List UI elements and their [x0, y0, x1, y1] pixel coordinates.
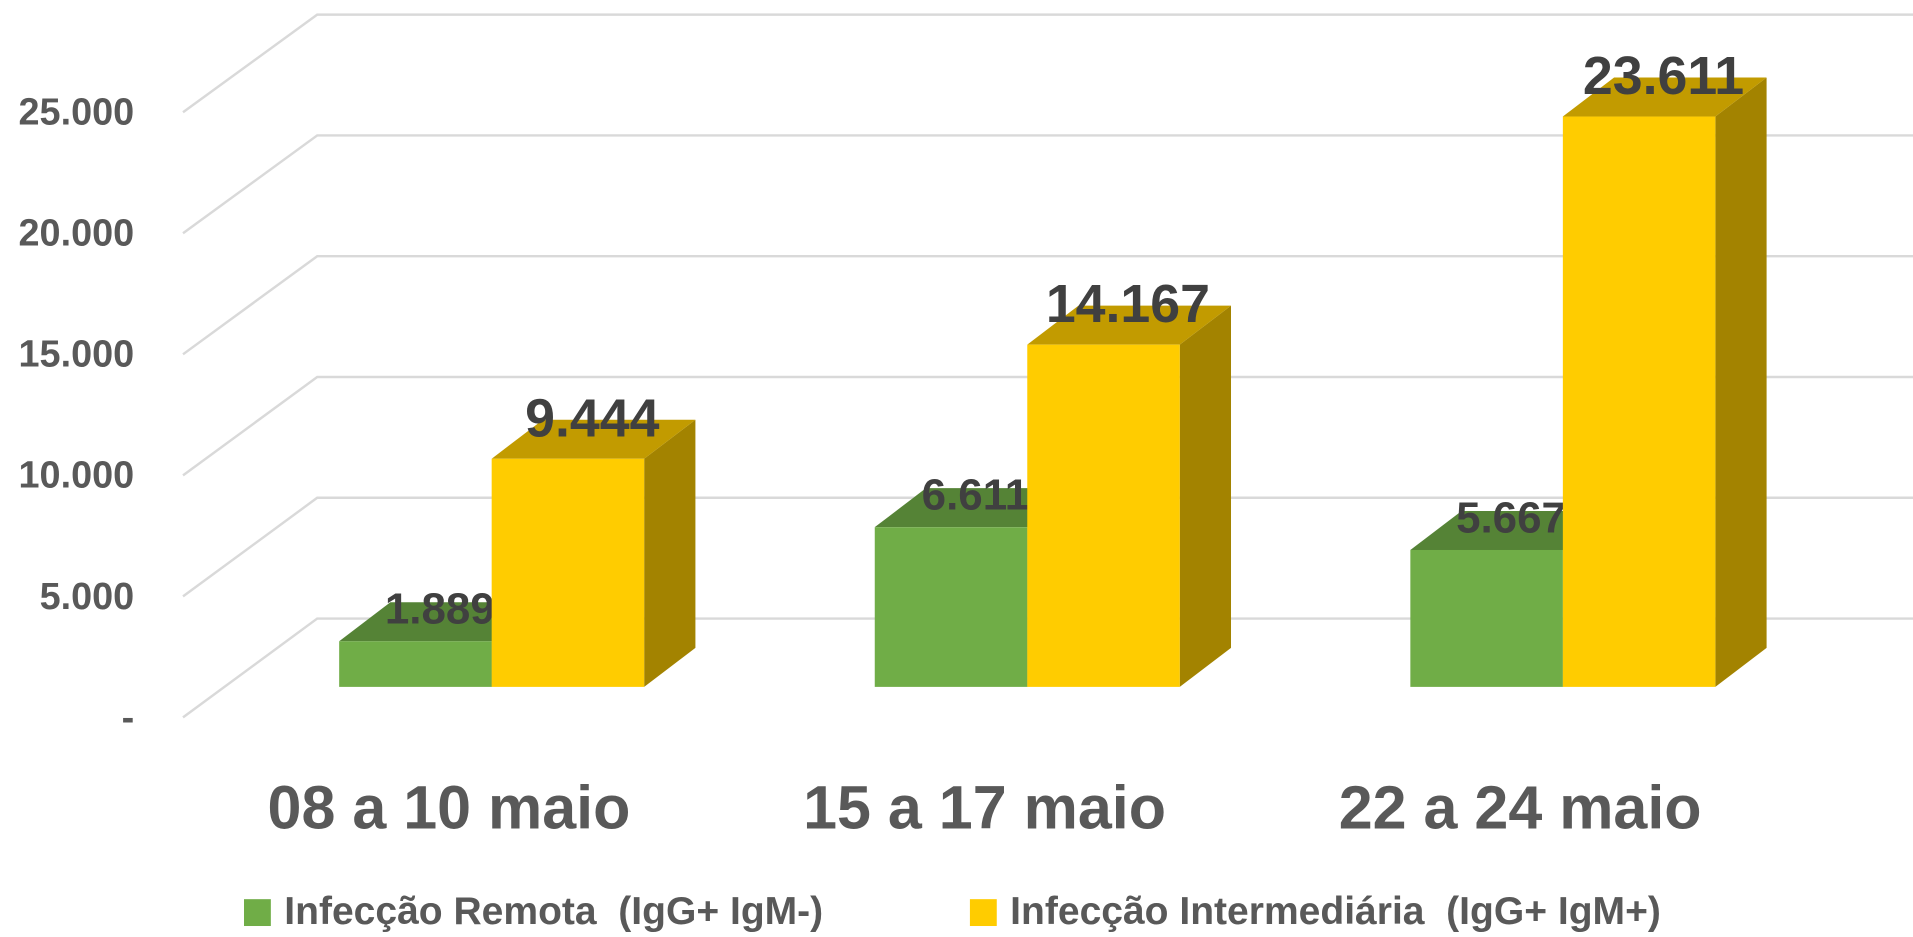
grid-line [182, 134, 1913, 235]
grid-line [182, 13, 1913, 114]
bar [1027, 344, 1180, 687]
bar [491, 458, 645, 687]
legend-label: Infecção Remota (IgG+ IgM-) [284, 890, 823, 933]
y-tick-label: 25.000 [19, 92, 135, 134]
value-label: 23.611 [1583, 46, 1744, 106]
value-label: 1.889 [385, 585, 495, 634]
bar-side [1715, 77, 1767, 687]
grid-line [182, 617, 1913, 719]
x-tick-label: 15 a 17 maio [803, 774, 1166, 842]
value-label: 5.667 [1456, 493, 1566, 542]
grid-line [182, 496, 1913, 598]
x-tick-label: 22 a 24 maio [1339, 774, 1702, 842]
grid-line [182, 254, 1913, 356]
y-tick-label: 10.000 [19, 455, 135, 497]
y-tick-label: 15.000 [19, 334, 135, 376]
bar [339, 641, 492, 687]
bar-side [1179, 305, 1232, 687]
value-label: 9.444 [525, 388, 659, 448]
grid-line [182, 375, 1913, 477]
legend-label: Infecção Intermediária (IgG+ IgM+) [1010, 890, 1661, 933]
bar-top [491, 419, 696, 459]
value-label: 14.167 [1046, 274, 1210, 334]
bar-top [1027, 305, 1232, 345]
legend-swatch [969, 899, 997, 927]
bar [1562, 116, 1716, 687]
y-tick-label: 5.000 [40, 576, 135, 618]
bar [1410, 549, 1563, 687]
y-tick-label: - [122, 697, 135, 739]
bar-top [1562, 77, 1767, 117]
value-label: 6.611 [922, 471, 1029, 520]
bar-side [644, 419, 696, 687]
y-tick-label: 20.000 [19, 213, 135, 255]
legend-swatch [244, 899, 271, 927]
x-tick-label: 08 a 10 maio [268, 774, 631, 842]
bar [874, 527, 1028, 687]
